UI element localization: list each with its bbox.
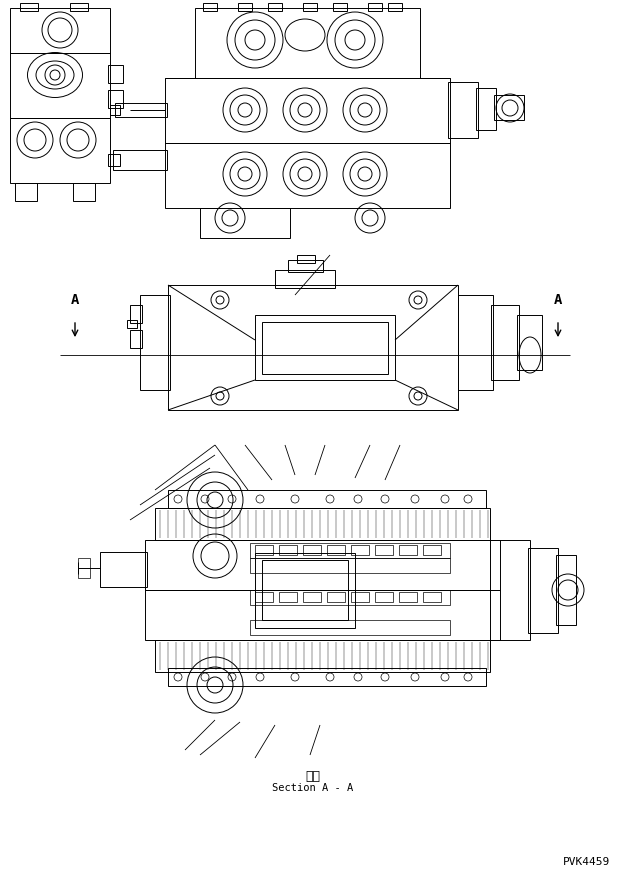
Bar [110, 105, 120, 115]
Bar [165, 143, 450, 208]
Bar [368, 3, 382, 11]
Bar [255, 553, 355, 628]
Bar [165, 78, 450, 143]
Bar [113, 150, 167, 170]
Bar [108, 90, 123, 108]
Bar [351, 545, 369, 555]
Bar [491, 305, 519, 380]
Bar [203, 3, 217, 11]
Text: Section A - A: Section A - A [272, 783, 354, 793]
Bar [448, 82, 478, 138]
Bar [255, 592, 273, 602]
Bar [303, 3, 317, 11]
Bar [20, 3, 38, 11]
Bar [494, 95, 524, 120]
Bar [155, 508, 490, 540]
Bar [490, 540, 530, 640]
Text: 断面: 断面 [305, 769, 321, 782]
Text: A: A [554, 293, 562, 307]
Bar [517, 315, 542, 370]
Bar [375, 545, 393, 555]
Bar [145, 540, 500, 590]
Bar [130, 330, 142, 348]
Bar [375, 592, 393, 602]
Bar [275, 270, 335, 288]
Bar [399, 592, 417, 602]
Text: A: A [71, 293, 79, 307]
Bar [10, 118, 110, 183]
Bar [78, 558, 90, 578]
Bar [100, 552, 147, 587]
Bar [15, 183, 37, 201]
Bar [388, 3, 402, 11]
Bar [108, 65, 123, 83]
Bar [279, 545, 297, 555]
Bar [168, 668, 486, 686]
Bar [423, 545, 441, 555]
Bar [458, 295, 493, 390]
Bar [423, 592, 441, 602]
Bar [255, 315, 395, 380]
Text: PVK4459: PVK4459 [563, 857, 610, 867]
Bar [200, 208, 290, 238]
Bar [399, 545, 417, 555]
Bar [250, 543, 450, 558]
Bar [303, 545, 321, 555]
Bar [303, 592, 321, 602]
Bar [155, 640, 490, 672]
Bar [70, 3, 88, 11]
Bar [10, 53, 110, 118]
Bar [168, 490, 486, 508]
Bar [476, 88, 496, 130]
Bar [327, 592, 345, 602]
Bar [140, 295, 170, 390]
Bar [262, 322, 388, 374]
Bar [10, 8, 110, 53]
Bar [250, 590, 450, 605]
Bar [250, 620, 450, 635]
Bar [333, 3, 347, 11]
Bar [108, 154, 120, 166]
Bar [255, 545, 273, 555]
Bar [262, 560, 348, 620]
Bar [528, 548, 558, 633]
Bar [127, 320, 137, 328]
Bar [115, 103, 167, 117]
Bar [327, 545, 345, 555]
Bar [250, 558, 450, 573]
Bar [145, 590, 500, 640]
Bar [168, 285, 458, 410]
Bar [279, 592, 297, 602]
Bar [195, 8, 420, 78]
Bar [130, 305, 142, 323]
Bar [297, 255, 315, 263]
Bar [288, 260, 323, 272]
Bar [238, 3, 252, 11]
Bar [556, 555, 576, 625]
Bar [73, 183, 95, 201]
Bar [351, 592, 369, 602]
Bar [268, 3, 282, 11]
